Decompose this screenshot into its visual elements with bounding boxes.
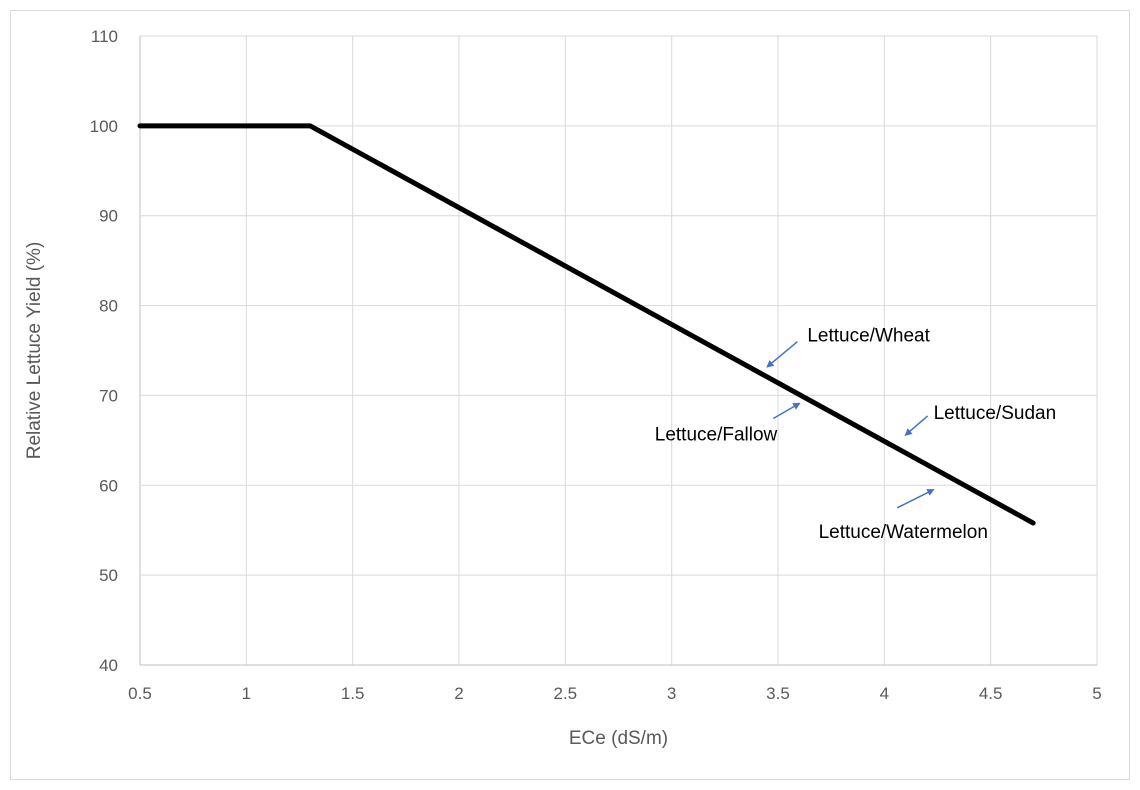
annotation-label: Lettuce/Watermelon [819, 522, 988, 543]
x-tick-label: 4.5 [979, 684, 1003, 703]
annotation-arrow [766, 341, 798, 368]
y-tick-label: 40 [99, 656, 118, 675]
x-tick-label: 2.5 [554, 684, 578, 703]
y-tick-label: 110 [91, 27, 118, 46]
y-tick-label: 100 [90, 117, 118, 136]
annotations: Lettuce/Wheat Lettuce/Fallow Lettuce/Sudan… [655, 326, 1056, 543]
x-tick-label: 2 [454, 684, 463, 703]
y-axis-title: Relative Lettuce Yield (%) [24, 242, 45, 460]
x-tick-label: 3 [667, 684, 676, 703]
x-axis-title: ECe (dS/m) [569, 728, 668, 749]
y-tick-label: 60 [99, 476, 118, 495]
x-axis-tick-labels: 0.5 1 1.5 2 2.5 3 3.5 4 4.5 5 [128, 684, 1102, 703]
annotation-arrow [904, 415, 929, 436]
series-lines [137, 123, 1036, 526]
annotation-label: Lettuce/Sudan [934, 403, 1057, 424]
annotation-arrow [772, 402, 801, 420]
series-line-0 [137, 123, 1036, 526]
vertical-gridlines [139, 36, 1098, 665]
annotation-label: Lettuce/Fallow [655, 425, 778, 446]
annotation-arrow [896, 489, 935, 509]
x-tick-label: 3.5 [766, 684, 790, 703]
x-tick-label: 5 [1092, 684, 1101, 703]
y-axis-tick-labels: 40 50 60 70 80 90 100 110 [90, 27, 118, 675]
y-tick-label: 80 [99, 297, 118, 316]
annotation-label: Lettuce/Wheat [807, 326, 930, 347]
y-tick-label: 70 [99, 386, 118, 405]
x-tick-label: 0.5 [128, 684, 152, 703]
horizontal-gridlines [140, 35, 1097, 666]
x-tick-label: 1 [242, 684, 251, 703]
x-tick-label: 4 [880, 684, 889, 703]
x-tick-label: 1.5 [341, 684, 365, 703]
y-tick-label: 90 [99, 207, 118, 226]
y-tick-label: 50 [99, 566, 118, 585]
